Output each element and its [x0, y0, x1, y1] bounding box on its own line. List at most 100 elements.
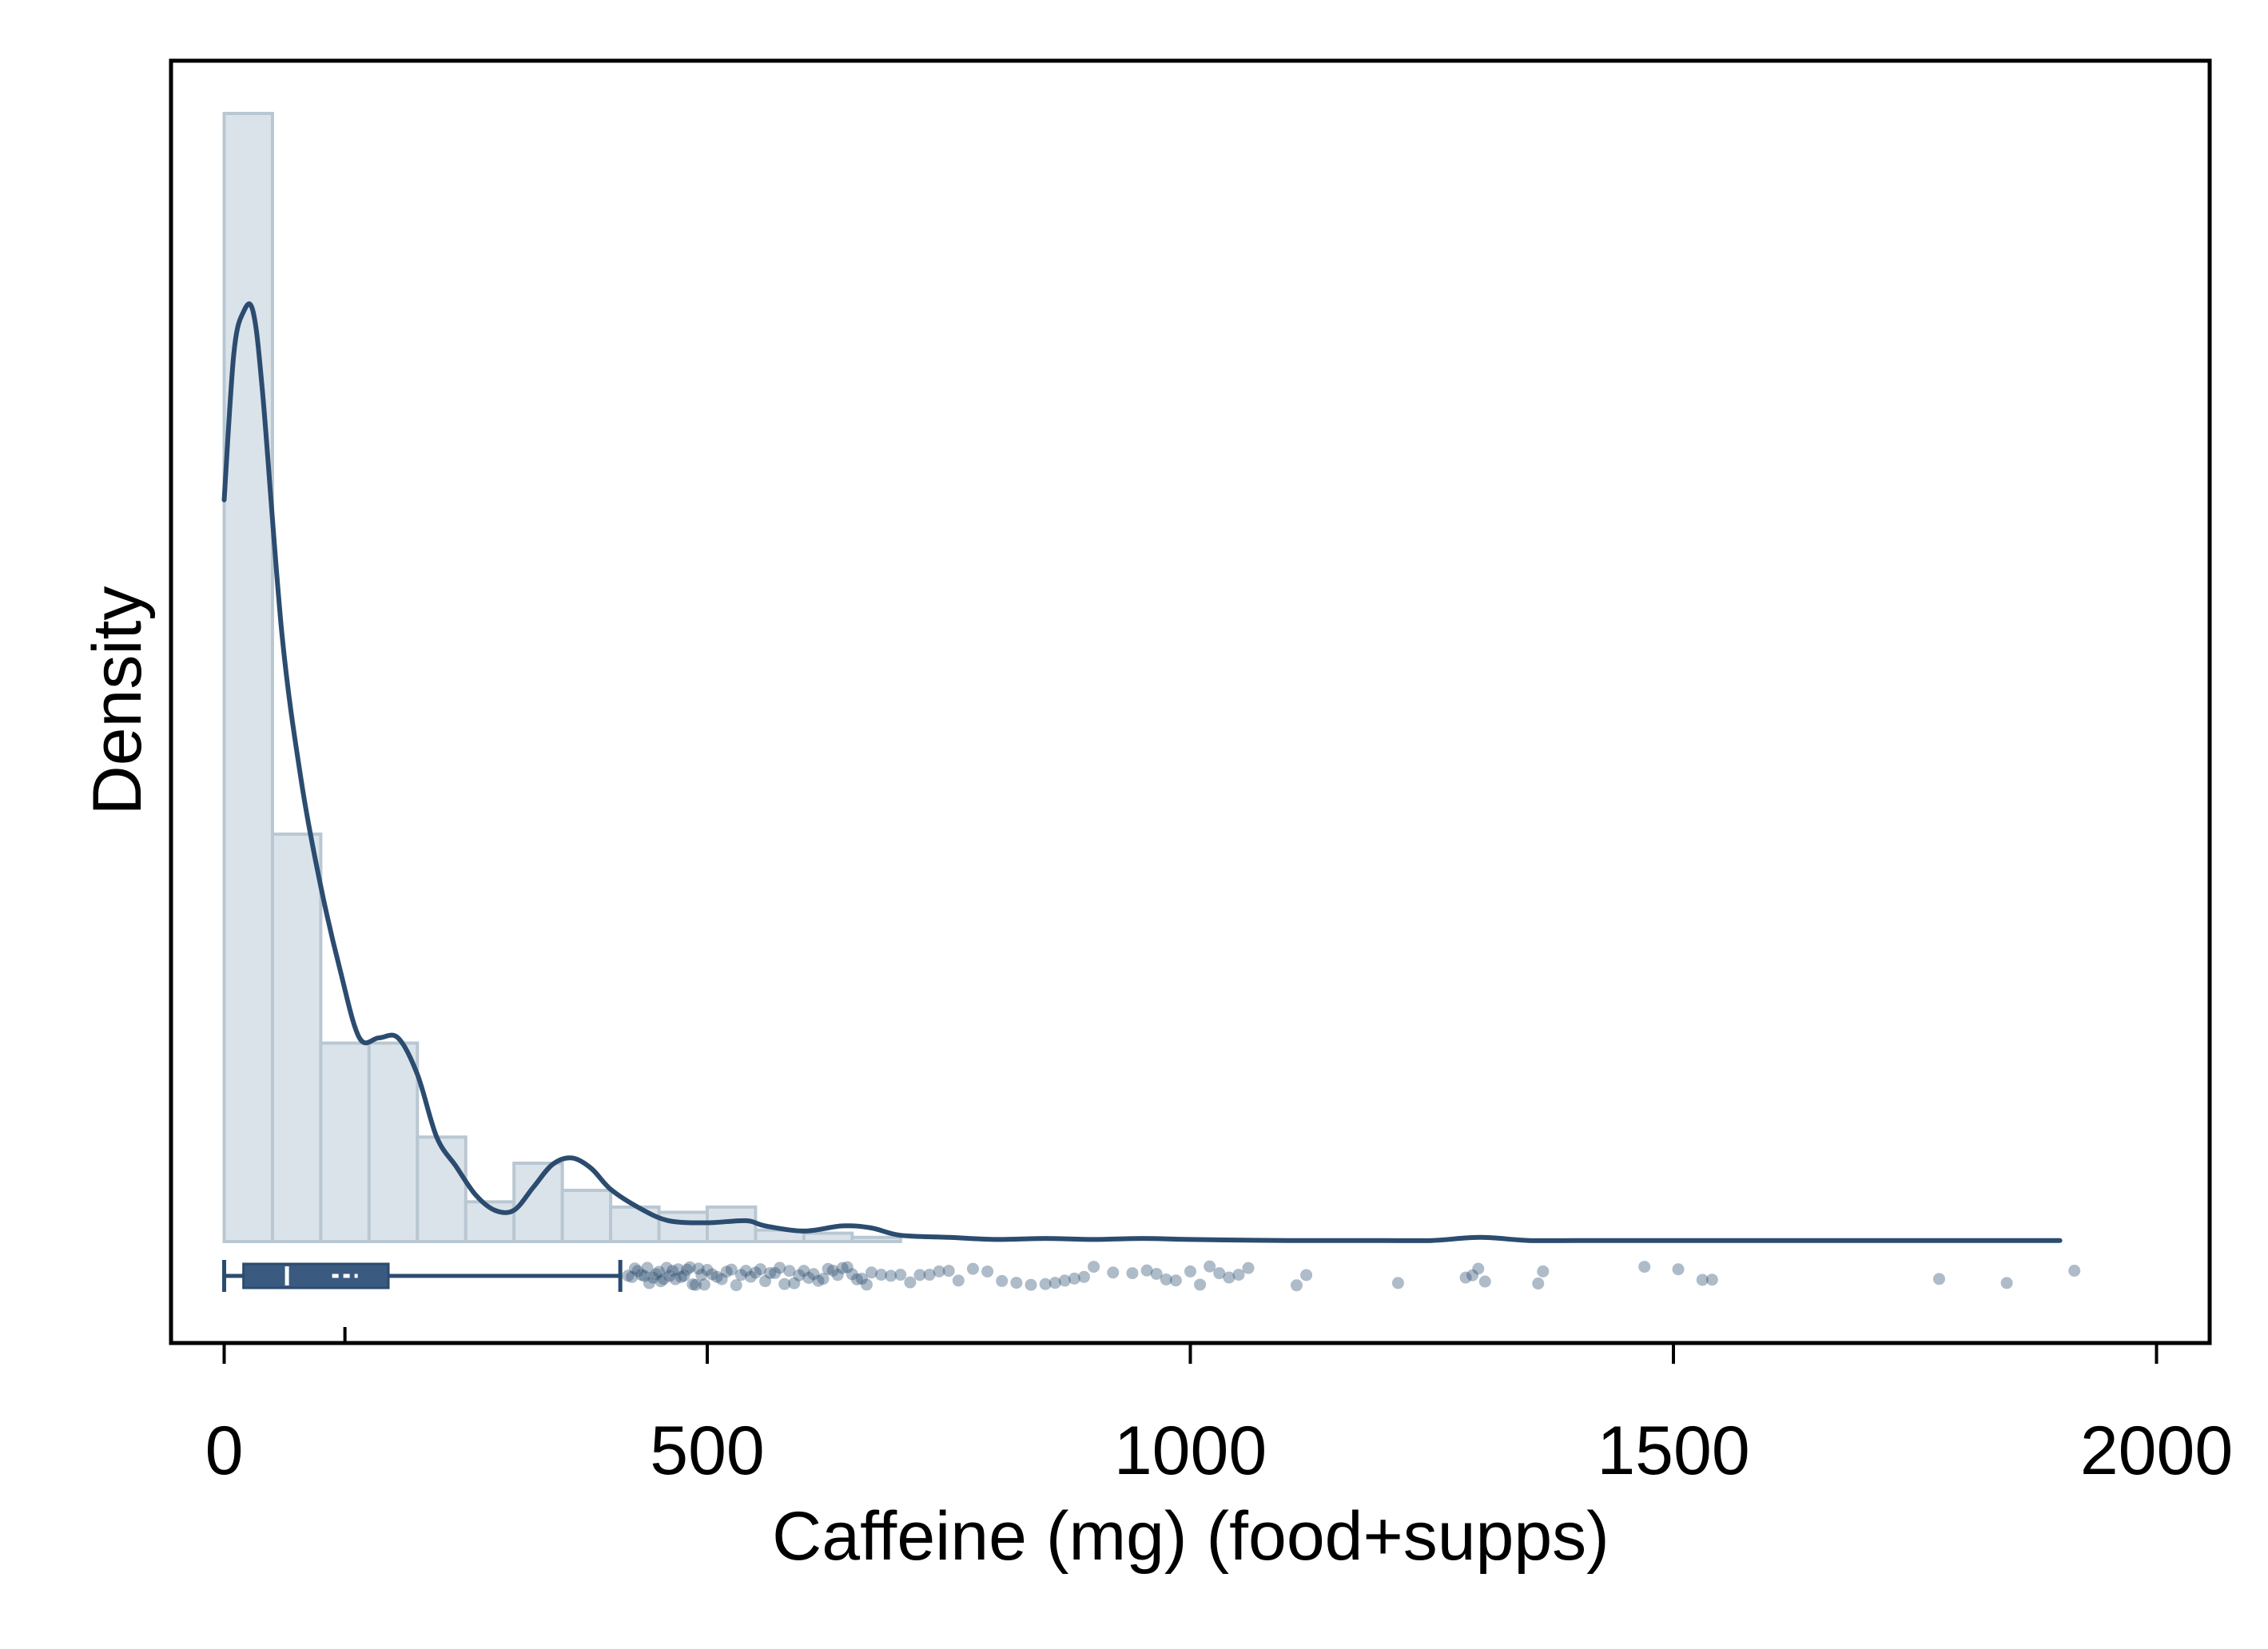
- histogram-bar: [560, 1188, 613, 1243]
- outlier-point: [807, 1268, 820, 1281]
- outlier-point: [1169, 1274, 1182, 1287]
- outlier-point: [1672, 1263, 1685, 1276]
- outlier-point: [2068, 1265, 2081, 1277]
- outlier-point: [865, 1266, 878, 1279]
- outlier-point: [1532, 1277, 1545, 1290]
- histogram-bar: [222, 112, 274, 1243]
- outlier-point: [894, 1269, 907, 1281]
- outlier-point: [923, 1269, 936, 1281]
- outlier-point: [1391, 1277, 1404, 1289]
- outlier-point: [635, 1269, 648, 1281]
- outlier-point: [1126, 1267, 1139, 1280]
- outlier-point: [710, 1270, 723, 1283]
- outlier-point: [1160, 1273, 1172, 1285]
- outlier-point: [647, 1271, 659, 1284]
- outlier-point: [725, 1263, 738, 1276]
- x-tick-label: 2000: [2080, 1413, 2233, 1489]
- outlier-point: [701, 1264, 714, 1277]
- outlier-point: [812, 1274, 825, 1287]
- outlier-point: [822, 1262, 834, 1275]
- outlier-point: [669, 1273, 682, 1285]
- outlier-point: [904, 1276, 917, 1289]
- outlier-point: [631, 1265, 644, 1277]
- outlier-point: [681, 1263, 694, 1276]
- histogram-bar: [850, 1235, 902, 1244]
- histogram-bar: [657, 1210, 709, 1243]
- outlier-point: [749, 1266, 762, 1279]
- outlier-point: [655, 1275, 667, 1288]
- outlier-point: [764, 1266, 777, 1279]
- outlier-point: [754, 1263, 766, 1276]
- outlier-point: [1140, 1264, 1153, 1277]
- outlier-point: [1194, 1278, 1207, 1291]
- outlier-point: [1204, 1260, 1216, 1273]
- outlier-point: [1638, 1261, 1651, 1274]
- outlier-point: [778, 1277, 791, 1290]
- outlier-point: [653, 1266, 666, 1278]
- outlier-point: [846, 1268, 858, 1281]
- outlier-point: [933, 1265, 945, 1277]
- x-tick-label: 1500: [1597, 1413, 1749, 1489]
- outlier-point: [769, 1266, 782, 1279]
- outlier-point: [913, 1269, 926, 1281]
- outlier-point: [628, 1262, 641, 1275]
- outlier-point: [759, 1275, 772, 1288]
- outlier-point: [981, 1265, 994, 1277]
- outlier-point: [1932, 1273, 1945, 1285]
- outlier-point: [706, 1268, 718, 1281]
- histogram-bar: [802, 1231, 854, 1244]
- outlier-point: [1242, 1262, 1255, 1274]
- outlier-point: [1107, 1266, 1120, 1279]
- x-axis: 0 500 1000 1500 2000: [205, 1327, 2233, 1489]
- outlier-point: [1048, 1277, 1061, 1289]
- outlier-point: [798, 1265, 810, 1277]
- outlier-point: [734, 1269, 747, 1281]
- outlier-point: [658, 1273, 670, 1285]
- outlier-point: [860, 1278, 873, 1291]
- histogram-bar: [416, 1135, 468, 1244]
- outlier-points: [622, 1260, 2081, 1292]
- outlier-point: [1466, 1269, 1479, 1281]
- outlier-point: [1290, 1279, 1303, 1292]
- boxplot: [221, 1260, 623, 1292]
- outlier-point: [622, 1270, 635, 1282]
- histogram-bar: [270, 832, 323, 1243]
- histogram-bar: [367, 1041, 420, 1244]
- outlier-point: [2000, 1277, 2013, 1289]
- kde-line: [221, 301, 2063, 1243]
- outlier-point: [836, 1262, 849, 1274]
- outlier-point: [1078, 1270, 1091, 1283]
- outlier-point: [831, 1269, 844, 1281]
- outlier-point: [739, 1265, 752, 1277]
- outlier-point: [1472, 1262, 1485, 1275]
- outlier-point: [692, 1262, 705, 1275]
- x-tick-label: 500: [650, 1413, 765, 1489]
- outlier-point: [1088, 1261, 1100, 1274]
- y-axis-label: Density: [79, 586, 156, 816]
- outlier-point: [643, 1277, 655, 1289]
- outlier-point: [695, 1269, 708, 1281]
- outlier-point: [689, 1278, 702, 1291]
- outlier-point: [1300, 1269, 1313, 1281]
- outlier-point: [1696, 1274, 1709, 1286]
- outlier-point: [1150, 1267, 1163, 1280]
- outlier-point: [1705, 1274, 1718, 1286]
- box-iqr: [242, 1262, 390, 1289]
- outlier-point: [1213, 1267, 1226, 1280]
- outlier-point: [678, 1270, 690, 1282]
- outlier-point: [841, 1261, 853, 1274]
- outlier-point: [1478, 1275, 1491, 1288]
- outlier-point: [1010, 1277, 1023, 1289]
- outlier-point: [875, 1269, 888, 1281]
- outlier-point: [1184, 1265, 1196, 1277]
- outlier-point: [817, 1273, 830, 1285]
- outlier-point: [783, 1265, 796, 1277]
- outlier-point: [885, 1270, 897, 1282]
- outlier-point: [638, 1270, 651, 1282]
- outlier-point: [826, 1264, 839, 1277]
- outlier-point: [698, 1278, 710, 1291]
- outlier-point: [1223, 1271, 1235, 1284]
- outlier-point: [650, 1268, 662, 1281]
